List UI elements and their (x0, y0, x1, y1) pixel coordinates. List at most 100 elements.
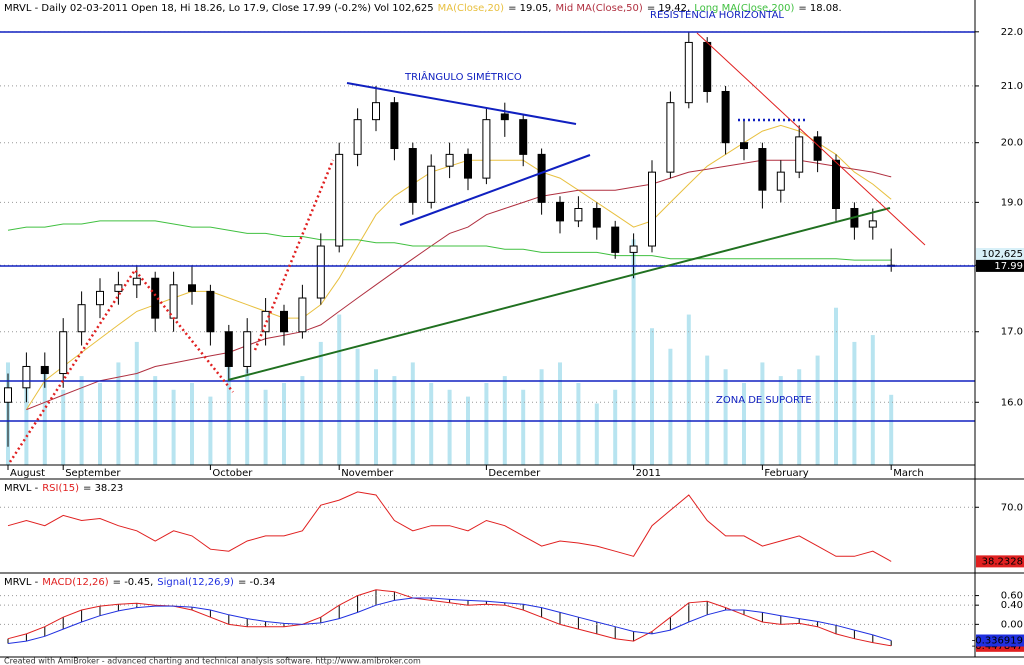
volume-bar (374, 369, 378, 465)
volume-bar (668, 348, 673, 465)
trend-line (696, 32, 926, 246)
x-tick-label: October (212, 468, 253, 479)
value-label: 38.2328 (982, 556, 1023, 567)
header-part: = 38.23 (83, 483, 123, 494)
volume-bar (208, 396, 213, 465)
y-tick-label: 0.40 (1001, 600, 1023, 611)
header-part: Mid MA(Close,50) (555, 3, 642, 14)
candle-body (464, 153, 472, 179)
x-tick-label: February (764, 468, 808, 479)
candle-body (868, 220, 877, 228)
panel-header: MRVL - RSI(15) = 38.23 (4, 483, 123, 494)
volume-bar (576, 382, 581, 465)
x-tick-label: September (65, 468, 121, 479)
value-label: 102,625 (982, 249, 1023, 260)
candle-body (592, 207, 601, 228)
header-part: MRVL - (4, 483, 39, 494)
header-part: = -0.34 (238, 577, 275, 588)
line-series (7, 220, 892, 261)
annotation: RESISTENCIA HORIZONTAL (650, 10, 784, 21)
candle-body (96, 290, 104, 306)
value-label: -0.336919 (972, 636, 1023, 647)
candle-body (224, 331, 233, 367)
triangle-line (399, 154, 591, 226)
line-series (7, 597, 892, 644)
value-box (976, 634, 1024, 647)
candle-body (298, 297, 307, 333)
y-tick-label: 16.0 (1001, 397, 1023, 408)
header-part: = 19.42, (647, 3, 690, 14)
plot-layer: 16.017.018.019.020.021.022.0AugustSeptem… (0, 3, 1024, 652)
panel-header: MRVL - Daily 02-03-2011 Open 18, Hi 18.2… (4, 3, 842, 14)
volume-bar (447, 389, 452, 465)
candle-body (335, 153, 344, 247)
line-series (26, 159, 892, 411)
header-part: = 18.08. (798, 3, 841, 14)
y-tick-label: 17.0 (1001, 327, 1023, 338)
candle-body (243, 331, 252, 367)
volume-bar (245, 369, 250, 465)
volume-bar (190, 382, 194, 465)
footer: Created with AmiBroker - advanced charti… (4, 657, 421, 665)
volume-bar (558, 362, 562, 465)
header-part: MACD(12,26) (42, 577, 109, 588)
header-part: MA(Close,20) (438, 3, 505, 14)
volume-bar (613, 389, 618, 465)
x-tick-label: December (488, 468, 541, 479)
volume-bar (226, 355, 231, 465)
candle-body (372, 102, 380, 121)
candle-body (574, 207, 583, 222)
header-part: Signal(12,26,9) (157, 577, 234, 588)
candle-body (611, 226, 620, 253)
candle-body (832, 159, 840, 209)
candle-body (408, 148, 417, 203)
y-tick-label: 19.0 (1001, 197, 1023, 208)
volume-bar (263, 389, 268, 465)
candle-body (206, 290, 215, 333)
volume-bar (650, 328, 654, 465)
header-part: Long MA(Close,200) (694, 3, 794, 14)
y-tick-label: 70.0 (1001, 502, 1023, 513)
dotted-line (8, 267, 234, 463)
trend-line (227, 207, 891, 381)
candle-body (22, 365, 31, 389)
candle-body (445, 153, 454, 167)
dotted-line (253, 159, 335, 351)
candle-body (666, 102, 675, 173)
candle-body (500, 113, 509, 121)
candle-body (740, 142, 748, 150)
candle-body (629, 245, 638, 253)
candle-body (684, 41, 693, 104)
candle-body (703, 41, 712, 92)
annotation: TRIÂNGULO SIMÉTRICO (404, 70, 522, 83)
volume-bar (410, 362, 415, 465)
candle-body (813, 136, 822, 161)
candle-body (188, 284, 196, 292)
candle-body (556, 201, 564, 222)
x-tick-label: 2011 (636, 468, 661, 479)
value-box (976, 259, 1024, 272)
volume-bar (631, 239, 636, 465)
candle-body (353, 119, 362, 155)
volume-bar (797, 369, 802, 465)
panel-header: MRVL - MACD(12,26) = -0.45, Signal(12,26,9)… (4, 577, 275, 588)
header-part: = -0.45, (113, 577, 154, 588)
line-series (7, 491, 892, 562)
y-tick-label: 21.0 (1001, 81, 1023, 92)
candle-body (519, 119, 528, 155)
volume-bar (282, 382, 286, 465)
volume-bar (337, 314, 342, 465)
volume-bar (594, 403, 599, 465)
volume-bar (24, 382, 29, 465)
value-label: 17.99 (994, 261, 1023, 272)
volume-bar (171, 389, 176, 465)
candle-body (77, 304, 86, 333)
value-box (976, 555, 1024, 568)
volume-bar (852, 341, 857, 465)
volume-bar (889, 394, 894, 465)
candle-body (40, 365, 49, 375)
triangle-line (346, 82, 577, 125)
candle-body (758, 148, 767, 191)
x-tick-label: March (893, 468, 923, 479)
candle-body (4, 387, 12, 403)
